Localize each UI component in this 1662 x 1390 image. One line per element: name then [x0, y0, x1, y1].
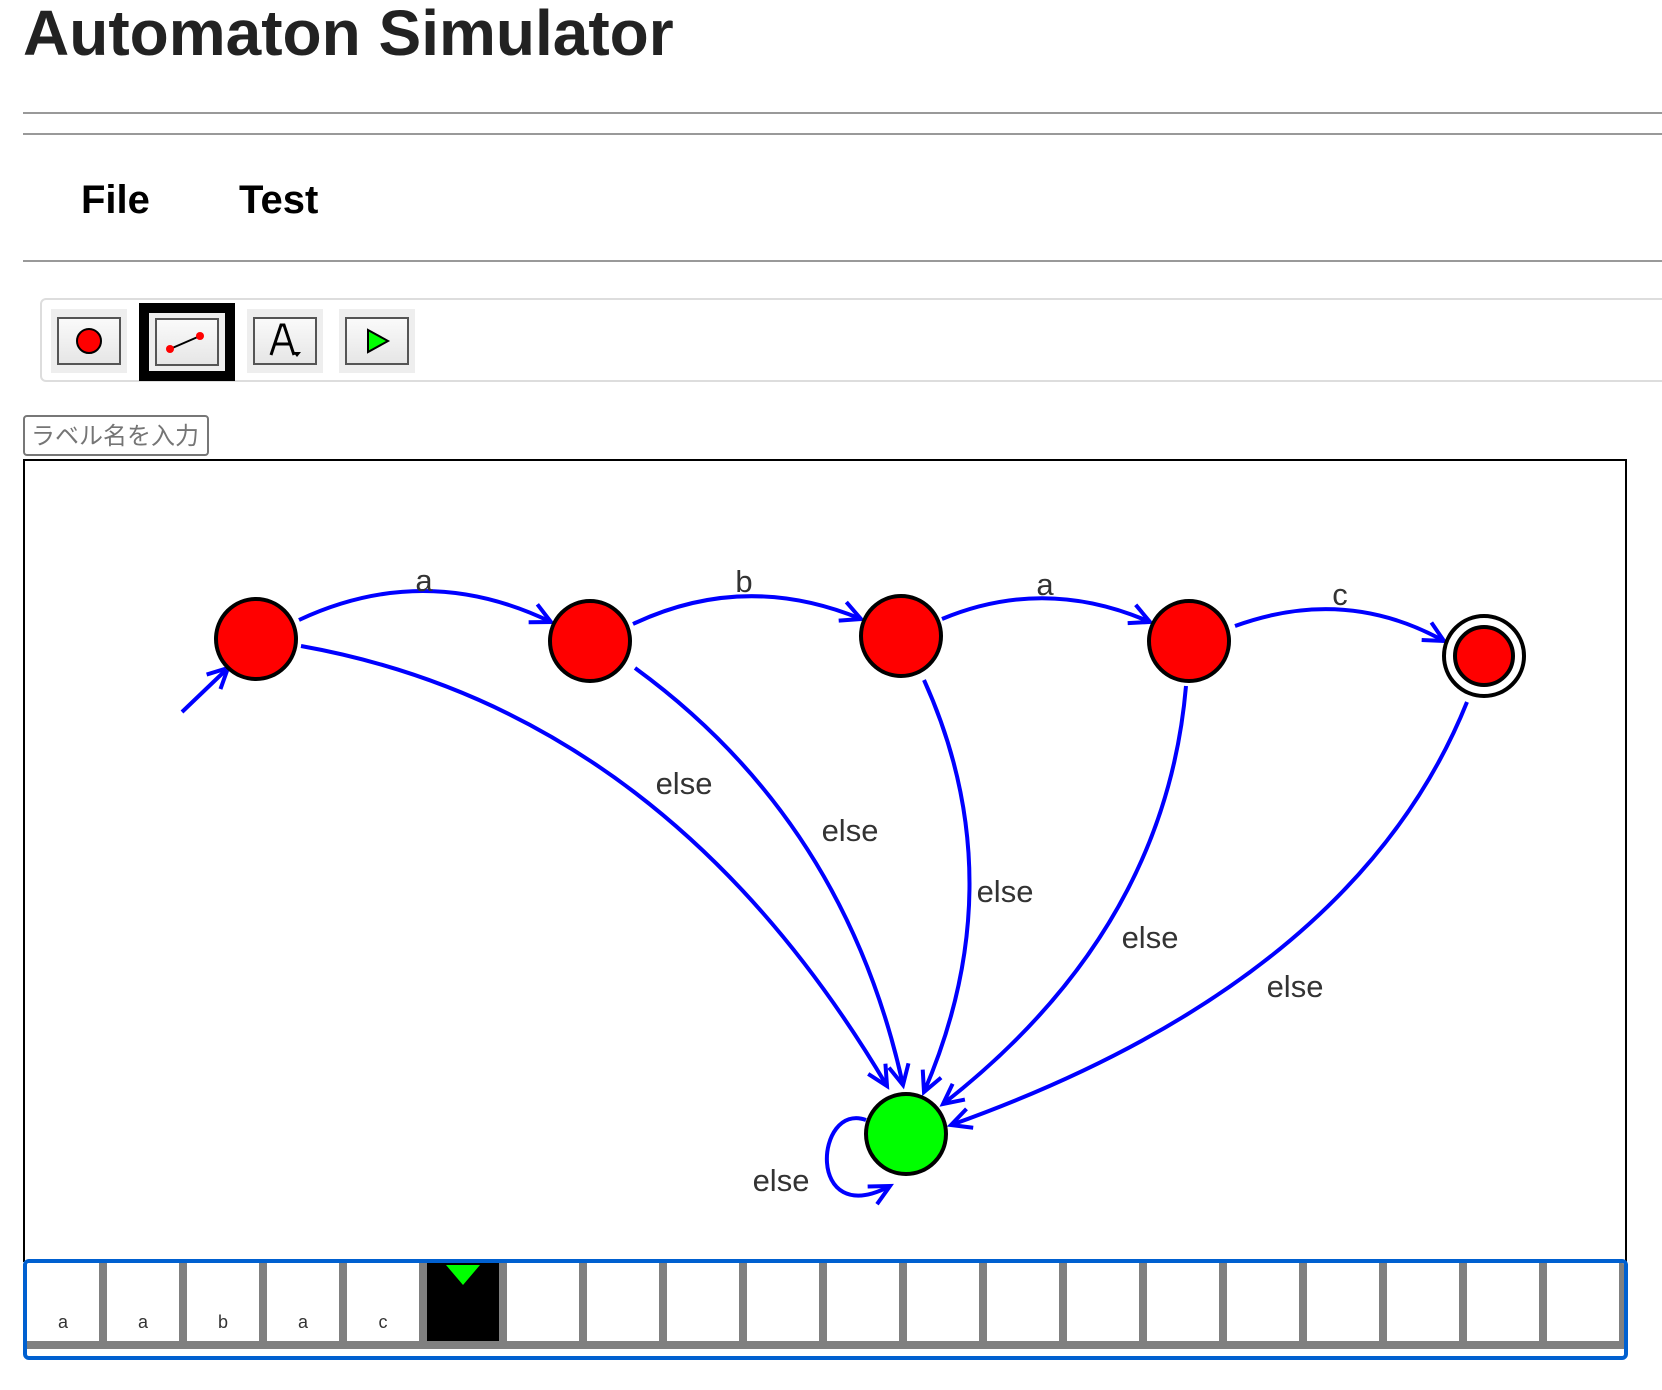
tape-cell[interactable] [1307, 1263, 1387, 1341]
edge-q3-sink[interactable] [939, 685, 1188, 1107]
state-tool-button[interactable] [51, 309, 127, 373]
tape-cell-head[interactable] [427, 1263, 507, 1341]
run-tool-button[interactable] [339, 309, 415, 373]
automaton-canvas[interactable]: a b a c else else else else else else [23, 459, 1627, 1262]
edge-label: else [1122, 920, 1179, 955]
tape-cell[interactable] [747, 1263, 827, 1341]
edge-label: a [415, 563, 433, 598]
state-q1[interactable] [548, 599, 632, 683]
tape-cell[interactable] [507, 1263, 587, 1341]
tape-cell[interactable] [1067, 1263, 1147, 1341]
edge-label: else [822, 813, 879, 848]
state-q0[interactable] [214, 597, 298, 681]
edge-q2-q3[interactable] [941, 596, 1155, 626]
state-circle-icon [76, 328, 102, 354]
transition-tool-button[interactable] [139, 303, 235, 381]
tape-cell[interactable] [827, 1263, 907, 1341]
tape-cell[interactable]: c [347, 1263, 427, 1341]
edge-q2-sink[interactable] [920, 679, 972, 1097]
edge-label: b [735, 564, 752, 599]
toolbar [40, 298, 1662, 382]
divider [23, 260, 1662, 262]
edge-q1-q2[interactable] [632, 594, 866, 626]
edge-label: else [656, 766, 713, 801]
divider [23, 133, 1662, 135]
divider [23, 112, 1662, 114]
tape-cell[interactable] [1227, 1263, 1307, 1341]
tape-cell[interactable]: a [107, 1263, 187, 1341]
edge-label: else [1267, 969, 1324, 1004]
edge-label: else [977, 874, 1034, 909]
tape-cell[interactable] [667, 1263, 747, 1341]
tape-cell[interactable] [587, 1263, 667, 1341]
automaton-diagram: a b a c else else else else else else [180, 563, 1526, 1206]
edge-label: a [1036, 567, 1054, 602]
edge-q3-q4[interactable] [1234, 607, 1448, 644]
tape-cell[interactable]: b [187, 1263, 267, 1341]
edge-label: else [753, 1163, 810, 1198]
tape-cell[interactable] [1147, 1263, 1227, 1341]
edge-q4-sink[interactable] [946, 701, 1469, 1130]
tape-cell[interactable]: a [27, 1263, 107, 1341]
tape-cell[interactable] [907, 1263, 987, 1341]
edge-q1-sink[interactable] [633, 666, 911, 1090]
label-tool-button[interactable] [247, 309, 323, 373]
state-q2[interactable] [859, 594, 943, 678]
state-q3[interactable] [1147, 599, 1231, 683]
text-label-icon [269, 323, 301, 357]
tape-cell[interactable] [987, 1263, 1067, 1341]
transition-line-icon [166, 332, 204, 353]
label-name-input[interactable] [23, 415, 209, 456]
tape-cell[interactable] [1467, 1263, 1547, 1341]
tape-cell[interactable]: a [267, 1263, 347, 1341]
state-sink[interactable] [864, 1092, 948, 1176]
page-title: Automaton Simulator [23, 0, 674, 69]
menu-file[interactable]: File [81, 178, 150, 222]
play-icon [367, 328, 391, 354]
edge-q0-sink[interactable] [300, 644, 890, 1090]
start-arrow [180, 664, 232, 714]
tape-cell[interactable] [1387, 1263, 1467, 1341]
menu-test[interactable]: Test [239, 178, 319, 222]
edge-sink-self[interactable] [824, 1116, 894, 1206]
tape-cell[interactable] [1547, 1263, 1624, 1341]
edge-q0-q1[interactable] [298, 589, 556, 625]
edge-label: c [1332, 577, 1348, 612]
state-q4-inner [1453, 625, 1515, 687]
